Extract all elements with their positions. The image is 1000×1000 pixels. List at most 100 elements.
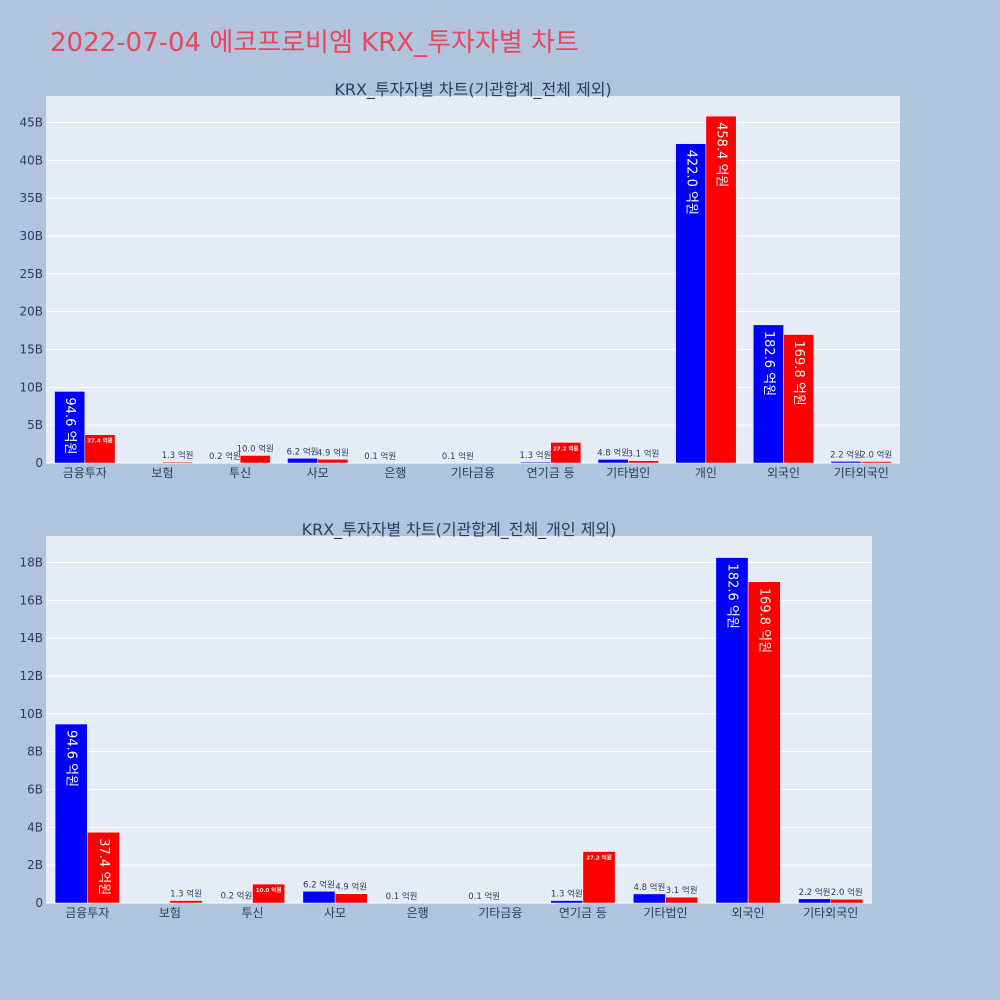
y-tick-label: 25B [19, 267, 43, 281]
sell-bar [665, 896, 698, 904]
buy-bar [302, 891, 336, 904]
sell-bar [162, 461, 193, 464]
buy-bar [287, 458, 318, 464]
data-label: 4.9 억원 [335, 882, 367, 893]
x-tick-label: 기타금융 [478, 906, 522, 920]
data-label: 27.2 억원 [553, 444, 579, 452]
buy-bar [715, 557, 749, 904]
data-label: 0.1 억원 [468, 891, 500, 902]
data-label: 94.6 억원 [62, 397, 77, 454]
x-tick-label: 외국인 [732, 906, 765, 920]
buy-bar [753, 324, 784, 464]
x-tick-label: 개인 [695, 466, 717, 480]
x-tick-label: 보험 [159, 906, 181, 920]
sell-bar [628, 460, 659, 464]
y-tick-label: 0 [35, 456, 43, 470]
y-tick-label: 30B [19, 229, 43, 243]
data-label: 6.2 억원 [287, 446, 319, 457]
data-label: 4.8 억원 [597, 447, 629, 458]
x-tick-label: 사모 [307, 466, 329, 480]
y-tick-label: 6B [27, 782, 43, 796]
buy-bar [830, 461, 862, 464]
data-label: 4.8 억원 [633, 882, 665, 893]
y-tick-label: 8B [27, 745, 43, 759]
y-tick-label: 10B [19, 707, 43, 721]
data-label: 37.4 억원 [87, 437, 113, 445]
y-tick-label: 15B [19, 342, 43, 356]
chart-2: 0 2B 4B 6B 8B 10B 12B 14B 16B 18B KRX_투자자별 차트(기관합계… [19, 520, 872, 920]
data-label: 3.1 억원 [666, 885, 698, 896]
y-tick-label: 10B [19, 380, 43, 394]
y-tick-label: 45B [19, 115, 43, 129]
chart-title: KRX_투자자별 차트(기관합계_전체_개인 제외) [302, 520, 617, 540]
data-label: 37.4 억원 [96, 838, 111, 895]
x-tick-label: 기타법인 [643, 906, 687, 920]
page-title: 2022-07-04 에코프로비엠 KRX_투자자별 차트 [50, 28, 579, 58]
y-tick-label: 0 [35, 896, 43, 910]
sell-bar [830, 898, 864, 904]
x-tick-label: 금융투자 [65, 906, 109, 920]
x-tick-label: 기타법인 [606, 466, 650, 480]
x-tick-label: 보험 [151, 466, 173, 480]
sell-bar [747, 581, 781, 904]
data-label: 182.6 억원 [761, 331, 776, 396]
x-tick-label: 기타외국인 [803, 906, 858, 920]
data-label: 10.0 억원 [256, 886, 282, 894]
x-tick-label: 기타금융 [451, 466, 495, 480]
x-tick-label: 연기금 등 [527, 466, 575, 480]
buy-bar [550, 900, 584, 904]
data-label: 0.1 억원 [442, 451, 474, 462]
y-tick-label: 12B [19, 669, 43, 683]
data-label: 182.6 억원 [724, 564, 739, 629]
y-tick-label: 16B [19, 593, 43, 607]
y-tick-label: 40B [19, 153, 43, 167]
sell-bar [705, 115, 737, 464]
sell-bar [87, 831, 120, 904]
y-tick-label: 35B [19, 191, 43, 205]
data-label: 2.2 억원 [799, 887, 831, 898]
buy-bar [54, 391, 86, 464]
data-label: 422.0 억원 [683, 150, 698, 215]
x-tick-label: 투신 [229, 466, 251, 480]
data-label: 0.1 억원 [364, 451, 396, 462]
sell-bar [84, 434, 116, 464]
sell-bar [239, 455, 271, 464]
data-label: 1.3 억원 [520, 450, 552, 461]
sell-bar [317, 459, 349, 464]
buy-bar [54, 723, 88, 904]
x-tick-label: 투신 [241, 906, 263, 920]
y-tick-label: 18B [19, 555, 43, 569]
sell-bar [169, 900, 203, 904]
y-tick-label: 2B [27, 858, 43, 872]
x-tick-label: 은행 [407, 905, 429, 920]
sell-bar [550, 442, 582, 464]
data-label: 0.2 억원 [209, 451, 241, 462]
y-tick-label: 5B [27, 418, 43, 432]
buy-bar [675, 143, 707, 464]
x-tick-label: 금융투자 [63, 466, 107, 480]
y-tick-label: 14B [19, 631, 43, 645]
sell-bar [334, 893, 368, 904]
data-label: 94.6 억원 [64, 730, 79, 787]
data-label: 458.4 억원 [714, 122, 729, 187]
chart-title: KRX_투자자별 차트(기관합계_전체 제외) [334, 80, 611, 100]
data-label: 1.3 억원 [162, 450, 194, 461]
data-label: 4.9 억원 [317, 447, 349, 458]
data-label: 1.3 억원 [170, 889, 202, 900]
data-label: 3.1 억원 [627, 449, 659, 460]
x-tick-label: 기타외국인 [834, 466, 889, 480]
chart-1: 0 5B 10B 15B 20B 25B 30B 35B 40B 45B KRX_투자자별 차트(기… [19, 80, 900, 480]
data-label: 2.0 억원 [860, 449, 892, 460]
data-label: 169.8 억원 [791, 341, 806, 406]
data-label: 0.2 억원 [220, 891, 252, 902]
data-label: 0.1 억원 [386, 891, 418, 902]
x-tick-label: 사모 [324, 906, 346, 920]
data-label: 1.3 억원 [551, 889, 583, 900]
data-label: 6.2 억원 [303, 879, 335, 890]
y-tick-label: 20B [19, 305, 43, 319]
data-label: 2.0 억원 [831, 887, 863, 898]
data-label: 169.8 억원 [757, 588, 772, 653]
buy-bar [597, 459, 629, 464]
buy-bar [520, 461, 551, 464]
